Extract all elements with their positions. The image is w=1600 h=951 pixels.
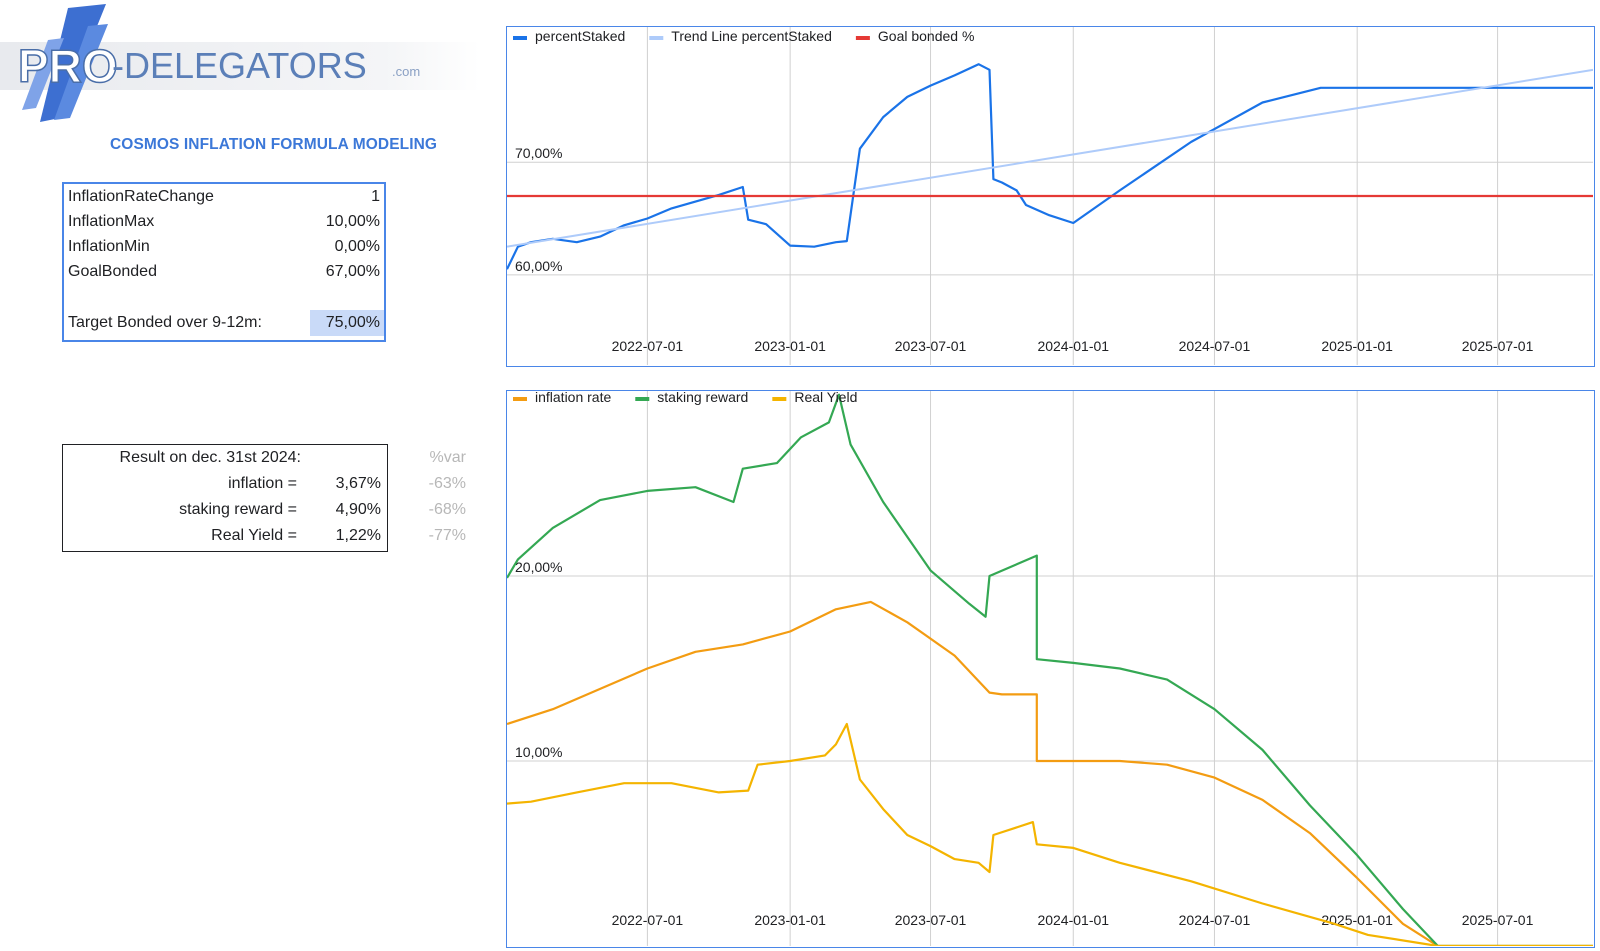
legend-swatch-real-yield — [772, 397, 787, 401]
legend-swatch-percentstaked — [513, 36, 527, 40]
x-tick-label: 2025-01-01 — [1321, 912, 1393, 928]
x-tick-label: 2024-01-01 — [1037, 912, 1109, 928]
yield-chart-svg: 2022-07-01 2023-01-01 2023-07-01 2024-01-01… — [506, 389, 1593, 948]
series-line-inflation-rate — [506, 600, 1593, 948]
var-staking-reward: -68% — [428, 501, 466, 518]
param-row-goal-bonded: GoalBonded 67,00% — [64, 259, 384, 285]
param-value[interactable]: 10,00% — [325, 213, 380, 230]
x-tick-label: 2023-01-01 — [754, 338, 826, 354]
x-tick-label: 2023-01-01 — [754, 912, 826, 928]
percent-staked-chart-svg: 2022-07-01 2023-01-01 2023-07-01 2024-01-01… — [506, 27, 1594, 365]
result-label: Real Yield = — [211, 527, 297, 544]
param-label: GoalBonded — [68, 263, 157, 280]
logo-pro-text: PRO — [18, 40, 118, 92]
param-value[interactable]: 67,00% — [325, 263, 380, 280]
series-line-percentstaked — [506, 63, 1593, 270]
param-value[interactable]: 0,00% — [334, 238, 380, 255]
x-tick-label: 2025-01-01 — [1321, 338, 1393, 354]
var-header: %var — [429, 449, 466, 466]
result-row-staking-reward: staking reward = 4,90% — [63, 497, 387, 523]
var-inflation: -63% — [428, 475, 466, 492]
x-tick-label: 2024-07-01 — [1179, 912, 1251, 928]
var-real-yield: -77% — [428, 527, 466, 544]
series-line-staking-reward — [506, 393, 1593, 948]
legend-swatch-trend-line-percentstaked — [649, 36, 664, 40]
x-tick-label: 2025-07-01 — [1462, 338, 1534, 354]
result-label: staking reward = — [179, 501, 297, 518]
target-bonded-row: Target Bonded over 9-12m: 75,00% — [64, 310, 384, 336]
parameters-table: InflationRateChange 1 InflationMax 10,00… — [62, 182, 386, 342]
legend-label-real-yield: Real Yield — [794, 391, 857, 405]
logo-main-text: -DELEGATORS — [112, 45, 367, 86]
param-value[interactable]: 1 — [371, 188, 380, 205]
results-header-row: Result on dec. 31st 2024: — [63, 445, 387, 471]
x-tick-label: 2025-07-01 — [1462, 912, 1534, 928]
param-row-inflation-min: InflationMin 0,00% — [64, 234, 384, 260]
target-bonded-value[interactable]: 75,00% — [310, 310, 384, 336]
page-title: COSMOS INFLATION FORMULA MODELING — [110, 136, 438, 153]
x-tick-label: 2023-07-01 — [895, 912, 967, 928]
legend-label-percentstaked: percentStaked — [535, 28, 625, 44]
series-line-trend-line-percentstaked — [506, 68, 1594, 248]
target-bonded-label: Target Bonded over 9-12m: — [68, 314, 262, 331]
x-tick-label: 2022-07-01 — [612, 912, 684, 928]
result-row-real-yield: Real Yield = 1,22% — [63, 523, 387, 549]
legend-label-trend-line-percentstaked: Trend Line percentStaked — [671, 28, 832, 44]
yield-chart: 2022-07-01 2023-01-01 2023-07-01 2024-01-01… — [506, 389, 1595, 948]
y-tick-label: 10,00% — [515, 744, 562, 760]
results-box: Result on dec. 31st 2024: inflation = 3,… — [62, 444, 388, 552]
param-row-inflation-rate-change: InflationRateChange 1 — [64, 184, 384, 210]
x-tick-label: 2024-07-01 — [1179, 338, 1251, 354]
legend-swatch-staking-reward — [635, 397, 650, 401]
legend-label-inflation-rate: inflation rate — [535, 391, 611, 405]
result-row-inflation: inflation = 3,67% — [63, 471, 387, 497]
result-value: 3,67% — [335, 475, 381, 492]
legend-swatch-inflation-rate — [513, 397, 527, 401]
result-value: 1,22% — [335, 527, 381, 544]
results-header: Result on dec. 31st 2024: — [119, 449, 301, 466]
param-label: InflationMin — [68, 238, 150, 255]
legend-label-goal-bonded: Goal bonded % — [878, 28, 975, 44]
param-label: InflationMax — [68, 213, 155, 230]
y-tick-label: 20,00% — [515, 559, 562, 575]
legend-swatch-goal-bonded — [855, 36, 870, 40]
x-tick-label: 2022-07-01 — [612, 338, 684, 354]
result-label: inflation = — [228, 475, 297, 492]
x-tick-label: 2023-07-01 — [895, 338, 967, 354]
param-row-inflation-max: InflationMax 10,00% — [64, 209, 384, 235]
param-label: InflationRateChange — [68, 188, 214, 205]
series-line-real-yield — [506, 722, 1593, 948]
x-tick-label: 2024-01-01 — [1037, 338, 1109, 354]
pro-delegators-logo: PRO -DELEGATORS .com — [0, 4, 480, 122]
y-tick-label: 70,00% — [515, 145, 562, 161]
logo-com-text: .com — [392, 64, 420, 79]
y-tick-label: 60,00% — [515, 258, 562, 274]
percent-staked-chart: 2022-07-01 2023-01-01 2023-07-01 2024-01-01… — [506, 26, 1595, 367]
legend-label-staking-reward: staking reward — [657, 391, 748, 405]
result-value: 4,90% — [335, 501, 381, 518]
